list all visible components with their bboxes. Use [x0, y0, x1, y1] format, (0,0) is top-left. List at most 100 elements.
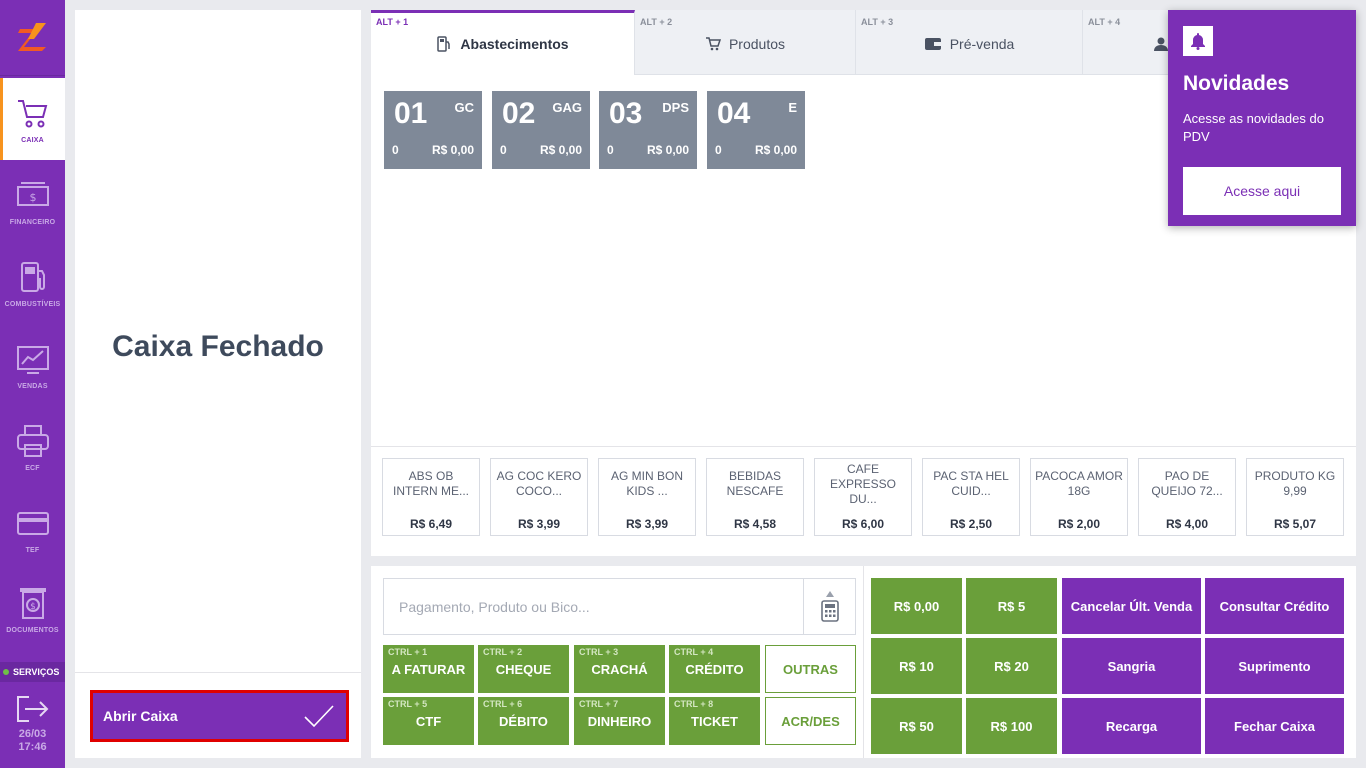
payment-cheque-button[interactable]: CTRL + 2 CHEQUE	[478, 645, 569, 693]
product-tile[interactable]: ABS OB INTERN ME... R$ 6,49	[382, 458, 480, 536]
open-cashier-label: Abrir Caixa	[103, 708, 178, 724]
sidebar-item-tef[interactable]: TEF	[0, 488, 65, 570]
news-popup: Novidades Acesse as novidades do PDV Ace…	[1168, 10, 1356, 226]
sidebar-item-label: VENDAS	[17, 382, 48, 390]
sidebar-item-vendas[interactable]: VENDAS	[0, 324, 65, 406]
pump-fuel-code: E	[788, 100, 797, 115]
pump-fuel-code: GC	[454, 100, 475, 115]
product-name: BEBIDAS NESCAFE	[726, 469, 784, 498]
shortcut-hint: CTRL + 5	[388, 699, 428, 709]
pump-card-04[interactable]: 04 E 0 R$ 0,00	[707, 91, 805, 169]
product-tile[interactable]: PAO DE QUEIJO 72... R$ 4,00	[1138, 458, 1236, 536]
pump-card-03[interactable]: 03 DPS 0 R$ 0,00	[599, 91, 697, 169]
servicos-label: SERVIÇOS	[13, 667, 60, 677]
logout-icon[interactable]	[15, 694, 51, 724]
pump-number: 02	[502, 97, 536, 130]
tab-label: Abastecimentos	[460, 36, 569, 52]
pump-card-02[interactable]: 02 GAG 0 R$ 0,00	[492, 91, 590, 169]
news-title: Novidades	[1183, 72, 1290, 95]
sidebar: CAIXA $ FINANCEIRO COMBUSTÍVEIS VENDAS E…	[0, 0, 65, 768]
tab-pre-venda[interactable]: ALT + 3 Pré-venda	[856, 10, 1083, 75]
check-credit-button[interactable]: Consultar Crédito	[1205, 578, 1344, 634]
payment-outras-button[interactable]: OUTRAS	[765, 645, 856, 693]
printer-icon	[16, 424, 49, 457]
sidebar-item-label: DOCUMENTOS	[6, 626, 59, 634]
product-tile[interactable]: BEBIDAS NESCAFE R$ 4,58	[706, 458, 804, 536]
pump-fuel-code: GAG	[552, 100, 582, 115]
wallet-icon	[924, 38, 941, 50]
payment-label: CTF	[415, 714, 442, 729]
sidebar-item-caixa[interactable]: CAIXA	[0, 78, 65, 160]
payment-label: CHEQUE	[495, 662, 552, 677]
payment-cracha-button[interactable]: CTRL + 3 CRACHÁ	[574, 645, 665, 693]
sidebar-item-financeiro[interactable]: $ FINANCEIRO	[0, 160, 65, 242]
tab-abastecimentos[interactable]: ALT + 1 Abastecimentos	[371, 10, 635, 75]
pump-number: 04	[717, 97, 751, 130]
product-tile[interactable]: CAFE EXPRESSO DU... R$ 6,00	[814, 458, 912, 536]
calculator-icon	[820, 600, 839, 622]
recarga-button[interactable]: Recarga	[1062, 698, 1201, 754]
shortcut-hint: CTRL + 4	[674, 647, 714, 657]
product-price: R$ 6,00	[841, 517, 885, 531]
quick-value-0-button[interactable]: R$ 0,00	[871, 578, 962, 634]
cancel-last-sale-button[interactable]: Cancelar Últ. Venda	[1062, 578, 1201, 634]
svg-text:$: $	[29, 191, 36, 204]
chart-icon	[16, 345, 49, 374]
product-price: R$ 6,49	[409, 517, 453, 531]
payment-label: A FATURAR	[391, 662, 466, 677]
tab-produtos[interactable]: ALT + 2 Produtos	[635, 10, 856, 75]
product-name: PAO DE QUEIJO 72...	[1151, 469, 1223, 498]
status-dot	[3, 669, 9, 675]
checkmark-icon	[304, 705, 334, 728]
pump-fuel-code: DPS	[662, 100, 689, 115]
payment-label: DÉBITO	[499, 714, 548, 729]
product-price: R$ 3,99	[625, 517, 669, 531]
product-tile[interactable]: AG COC KERO COCO... R$ 3,99	[490, 458, 588, 536]
divider	[75, 672, 361, 673]
fuel-pump-icon	[20, 261, 45, 292]
svg-text:$: $	[30, 602, 36, 612]
exit-section: 26/03 17:46	[0, 684, 65, 768]
sidebar-item-label: TEF	[25, 546, 40, 554]
product-tile[interactable]: PRODUTO KG 9,99 R$ 5,07	[1246, 458, 1344, 536]
quick-value-100-button[interactable]: R$ 100	[966, 698, 1057, 754]
sidebar-item-documentos[interactable]: $ DOCUMENTOS	[0, 570, 65, 648]
suprimento-button[interactable]: Suprimento	[1205, 638, 1344, 694]
quick-value-20-button[interactable]: R$ 20	[966, 638, 1057, 694]
pump-number: 01	[394, 97, 428, 130]
payment-credito-button[interactable]: CTRL + 4 CRÉDITO	[669, 645, 760, 693]
quick-value-5-button[interactable]: R$ 5	[966, 578, 1057, 634]
news-access-button[interactable]: Acesse aqui	[1183, 167, 1341, 215]
quick-value-10-button[interactable]: R$ 10	[871, 638, 962, 694]
calculator-button[interactable]	[803, 579, 855, 634]
clock: 26/03 17:46	[18, 728, 46, 754]
sidebar-item-ecf[interactable]: ECF	[0, 406, 65, 488]
product-name: CAFE EXPRESSO DU...	[829, 461, 897, 506]
close-cashier-button[interactable]: Fechar Caixa	[1205, 698, 1344, 754]
pump-card-01[interactable]: 01 GC 0 R$ 0,00	[384, 91, 482, 169]
tab-shortcut: ALT + 3	[861, 17, 894, 27]
payment-debito-button[interactable]: CTRL + 6 DÉBITO	[478, 697, 569, 745]
payment-a-faturar-button[interactable]: CTRL + 1 A FATURAR	[383, 645, 474, 693]
product-tile[interactable]: PACOCA AMOR 18G R$ 2,00	[1030, 458, 1128, 536]
fuel-pump-icon	[437, 36, 451, 52]
divider	[863, 566, 864, 758]
open-cashier-button[interactable]: Abrir Caixa	[90, 690, 349, 742]
payment-dinheiro-button[interactable]: CTRL + 7 DINHEIRO	[574, 697, 665, 745]
payment-acr-des-button[interactable]: ACR/DES	[765, 697, 856, 745]
servicos-status[interactable]: SERVIÇOS	[0, 662, 65, 682]
sidebar-item-combustiveis[interactable]: COMBUSTÍVEIS	[0, 242, 65, 324]
sangria-button[interactable]: Sangria	[1062, 638, 1201, 694]
cart-icon	[705, 37, 721, 51]
logo	[0, 0, 65, 76]
product-name: AG MIN BON KIDS ...	[610, 469, 683, 498]
product-name: ABS OB INTERN ME...	[392, 469, 469, 498]
product-tile[interactable]: AG MIN BON KIDS ... R$ 3,99	[598, 458, 696, 536]
payment-ctf-button[interactable]: CTRL + 5 CTF	[383, 697, 474, 745]
news-description: Acesse as novidades do PDV	[1183, 111, 1324, 144]
pump-quantity: 0	[607, 143, 614, 157]
quick-value-50-button[interactable]: R$ 50	[871, 698, 962, 754]
payment-ticket-button[interactable]: CTRL + 8 TICKET	[669, 697, 760, 745]
product-tile[interactable]: PAC STA HEL CUID... R$ 2,50	[922, 458, 1020, 536]
search-input[interactable]	[384, 579, 804, 634]
